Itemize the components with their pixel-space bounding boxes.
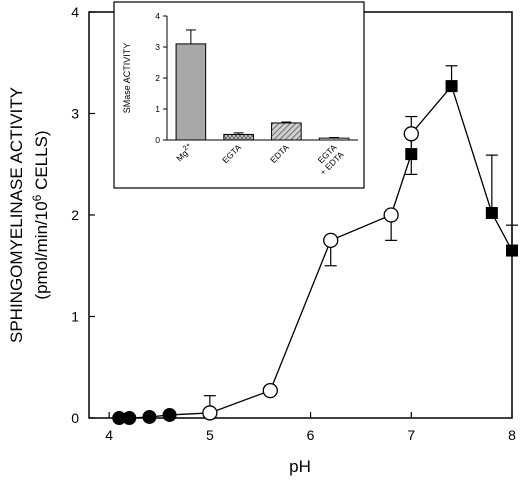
open-circle-point [323, 232, 339, 249]
y-tick-label: 2 [71, 207, 79, 223]
inset-bar [271, 122, 302, 141]
y-axis-unit: (pmol/min/106 CELLS) [30, 130, 51, 299]
data-points [112, 80, 518, 425]
y-axis-title: SPHINGOMYELINASE ACTIVITY [7, 87, 26, 343]
x-tick-label: 4 [105, 427, 113, 443]
inset-axis-ticks: 0 1 2 3 4 [155, 11, 167, 145]
x-axis-title: pH [289, 457, 311, 476]
inset-y-tick-label: 2 [155, 73, 160, 83]
x-tick-label: 7 [407, 427, 415, 443]
inset-bars [175, 29, 350, 141]
inset-bar [175, 43, 207, 141]
y-tick-label: 4 [71, 4, 79, 20]
inset-bar [318, 137, 350, 141]
open-circle-point [262, 382, 278, 399]
y-axis-unit-exponent: 6 [30, 194, 44, 201]
open-circle-point [383, 207, 399, 223]
inset-y-tick-label: 1 [155, 104, 160, 114]
filled-square-point [485, 206, 498, 219]
y-axis-unit-suffix: CELLS) [32, 130, 51, 194]
y-tick-label: 1 [71, 309, 79, 325]
inset-frame [113, 1, 365, 189]
main-axis-ticks: 4 5 6 7 8 0 1 2 3 4 [71, 4, 516, 443]
open-circle-point [403, 126, 419, 142]
y-axis-unit-text: (pmol/min/106 CELLS) [30, 130, 51, 299]
inset-y-axis-title: SMase ACTIVITY [122, 43, 132, 114]
filled-circle-point [142, 409, 157, 424]
inset-y-tick-label: 0 [155, 135, 160, 145]
filled-circle-point [122, 411, 137, 425]
inset-y-tick-label: 3 [155, 42, 160, 52]
filled-circle-point [162, 407, 177, 422]
filled-square-point [445, 80, 458, 93]
filled-square-point [506, 244, 518, 257]
x-tick-label: 5 [206, 427, 214, 443]
y-tick-label: 0 [71, 410, 79, 426]
y-axis-title-main: SPHINGOMYELINASE ACTIVITY [7, 87, 26, 343]
inset-y-tick-label: 4 [155, 11, 160, 21]
y-axis-unit-prefix: (pmol/min/10 [32, 201, 51, 299]
inset-bar [223, 133, 254, 141]
filled-square-point [405, 148, 418, 161]
y-tick-label: 3 [71, 106, 79, 122]
x-tick-label: 6 [307, 427, 315, 443]
open-circle-point [202, 405, 218, 421]
inset-category-sup: 2+ [182, 142, 193, 153]
x-tick-label: 8 [508, 427, 516, 443]
